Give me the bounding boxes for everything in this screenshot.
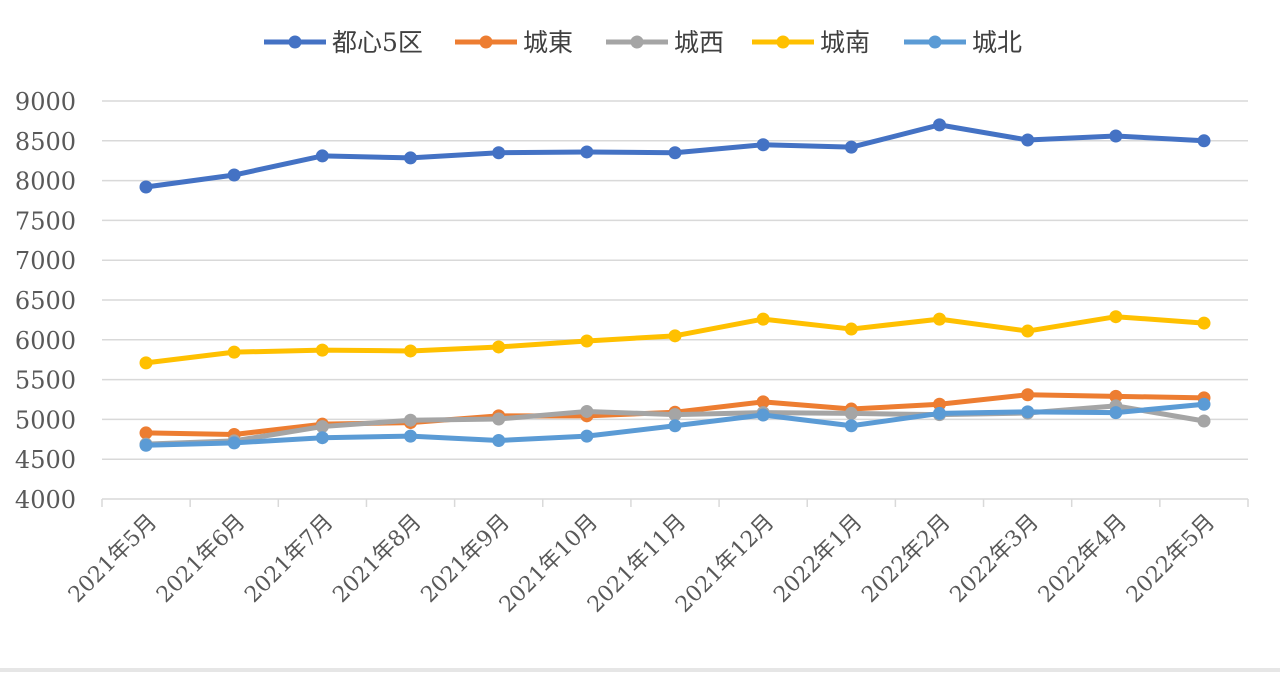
- y-tick-label: 9000: [15, 88, 76, 116]
- y-tick-label: 5000: [15, 406, 76, 434]
- legend-label: 都心5区: [332, 28, 423, 57]
- x-tick-label: 2022年3月: [946, 510, 1044, 608]
- data-point: [1197, 397, 1211, 411]
- x-tick-label: 2022年2月: [857, 510, 955, 608]
- data-point: [315, 431, 329, 445]
- y-tick-label: 8000: [15, 168, 76, 196]
- legend-item: 城西: [606, 28, 724, 57]
- y-tick-label: 6500: [15, 287, 76, 315]
- series-0: [139, 118, 1211, 194]
- data-point: [1109, 406, 1123, 420]
- x-axis: 2021年5月2021年6月2021年7月2021年8月2021年9月2021年…: [64, 499, 1249, 618]
- data-point: [933, 312, 946, 326]
- data-point: [580, 145, 594, 159]
- data-point: [1021, 324, 1035, 338]
- data-point: [844, 406, 858, 420]
- legend-item: 城北: [904, 28, 1022, 57]
- data-point: [1109, 310, 1123, 324]
- series-4: [139, 397, 1211, 452]
- data-point: [1197, 414, 1211, 428]
- data-point: [139, 180, 153, 194]
- legend-marker: [630, 35, 644, 49]
- x-tick-label: 2021年9月: [417, 510, 515, 608]
- y-tick-label: 8500: [15, 128, 76, 156]
- legend-marker: [776, 35, 790, 49]
- data-point: [933, 397, 946, 411]
- y-tick-label: 6000: [15, 327, 76, 355]
- y-tick-label: 4000: [15, 486, 76, 514]
- data-point: [668, 408, 682, 422]
- series-lines: [139, 118, 1211, 452]
- data-point: [756, 138, 770, 152]
- bottom-border: [0, 668, 1280, 672]
- legend: 都心5区 城東 城西 城南 城北: [264, 28, 1022, 57]
- y-tick-label: 7500: [15, 207, 76, 235]
- y-tick-label: 7000: [15, 247, 76, 275]
- data-point: [404, 413, 417, 427]
- data-point: [1021, 405, 1035, 419]
- data-point: [668, 146, 682, 160]
- x-tick-label: 2021年5月: [64, 510, 162, 608]
- data-point: [315, 343, 329, 357]
- legend-label: 城北: [972, 28, 1022, 57]
- data-point: [580, 404, 594, 418]
- legend-item: 城東: [455, 28, 573, 57]
- data-point: [139, 356, 153, 370]
- data-point: [1197, 316, 1211, 330]
- data-point: [404, 429, 417, 443]
- data-point: [933, 406, 946, 420]
- data-point: [1109, 129, 1123, 143]
- legend-label: 城東: [523, 28, 573, 57]
- legend-marker: [288, 35, 302, 49]
- data-point: [227, 168, 241, 182]
- data-point: [844, 419, 858, 433]
- data-point: [492, 433, 506, 447]
- data-point: [756, 395, 770, 409]
- data-point: [844, 322, 858, 336]
- data-point: [315, 420, 329, 434]
- legend-label: 城南: [820, 28, 870, 57]
- x-tick-label: 2021年6月: [152, 510, 250, 608]
- x-tick-label: 2022年5月: [1122, 510, 1220, 608]
- x-tick-label: 2021年8月: [328, 510, 426, 608]
- data-point: [844, 140, 858, 154]
- data-point: [404, 344, 417, 358]
- x-tick-label: 2022年1月: [769, 510, 867, 608]
- data-point: [1021, 133, 1035, 147]
- data-point: [492, 146, 506, 160]
- data-point: [756, 408, 770, 422]
- x-tick-label: 2021年7月: [240, 510, 338, 608]
- legend-marker: [479, 35, 493, 49]
- data-point: [933, 118, 946, 132]
- data-point: [315, 149, 329, 163]
- data-point: [492, 340, 506, 354]
- y-tick-label: 4500: [15, 446, 76, 474]
- data-point: [227, 436, 241, 450]
- data-point: [580, 334, 594, 348]
- data-point: [1021, 388, 1035, 402]
- series-3: [139, 310, 1211, 370]
- y-axis-ticks: 4000 4500 5000 5500 6000 6500 7000 7500 8000 8500…: [15, 88, 76, 514]
- data-point: [580, 429, 594, 443]
- data-point: [1197, 134, 1211, 148]
- data-point: [1109, 389, 1123, 403]
- data-point: [492, 412, 506, 426]
- legend-label: 城西: [674, 28, 724, 57]
- data-point: [756, 312, 770, 326]
- data-point: [227, 345, 241, 359]
- y-tick-label: 5500: [15, 367, 76, 395]
- data-point: [139, 438, 153, 452]
- legend-marker: [928, 35, 942, 49]
- legend-item: 都心5区: [264, 28, 423, 57]
- data-point: [668, 419, 682, 433]
- data-point: [404, 151, 417, 165]
- data-point: [668, 329, 682, 343]
- legend-item: 城南: [752, 28, 870, 57]
- x-tick-label: 2022年4月: [1034, 510, 1132, 608]
- data-point: [139, 426, 153, 440]
